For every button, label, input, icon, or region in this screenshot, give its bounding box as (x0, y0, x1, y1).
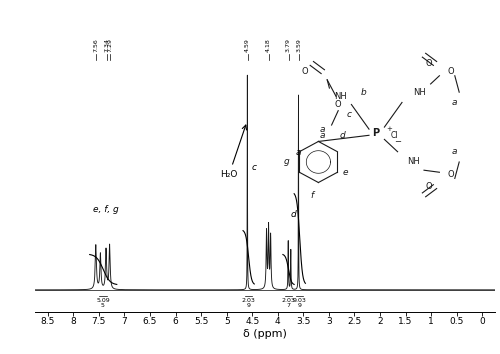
Text: a: a (452, 147, 458, 156)
Text: 7.29: 7.29 (107, 38, 112, 52)
Text: O: O (335, 100, 342, 109)
Text: 3.59: 3.59 (296, 38, 301, 52)
Text: P: P (372, 128, 379, 138)
Text: 3.79: 3.79 (286, 38, 291, 52)
Text: NH: NH (406, 158, 420, 166)
Text: O: O (447, 170, 454, 179)
Text: 9: 9 (246, 303, 250, 308)
Text: e: e (342, 168, 348, 177)
Text: 2.03: 2.03 (282, 298, 296, 303)
Text: b: b (360, 88, 366, 97)
Text: e, f, g: e, f, g (92, 205, 118, 214)
Text: 7.34: 7.34 (104, 38, 110, 52)
Text: c: c (252, 163, 257, 172)
Text: 5.09: 5.09 (96, 298, 110, 303)
Text: a: a (320, 125, 326, 134)
Text: c: c (346, 110, 352, 119)
Text: O: O (425, 59, 432, 68)
Text: NH: NH (413, 88, 426, 97)
Text: Cl: Cl (391, 131, 398, 140)
X-axis label: δ (ppm): δ (ppm) (243, 329, 287, 339)
Text: O: O (425, 182, 432, 191)
Text: 7.56: 7.56 (94, 38, 98, 52)
Text: a: a (320, 131, 326, 140)
Text: +: + (386, 126, 392, 132)
Text: H₂O: H₂O (220, 125, 246, 178)
Text: a: a (296, 148, 301, 156)
Text: 9: 9 (298, 303, 302, 308)
Text: 9.03: 9.03 (293, 298, 306, 303)
Text: d: d (290, 210, 296, 218)
Text: g: g (284, 158, 290, 166)
Text: f: f (310, 191, 314, 200)
Text: d: d (340, 131, 345, 140)
Text: a: a (452, 98, 458, 107)
Text: 5: 5 (101, 303, 105, 308)
Text: 2.03: 2.03 (242, 298, 256, 303)
Text: 4.59: 4.59 (245, 38, 250, 52)
Text: O: O (302, 67, 308, 76)
Text: 7: 7 (286, 303, 290, 308)
Text: NH: NH (334, 92, 347, 101)
Text: −: − (394, 137, 401, 146)
Text: 4.18: 4.18 (266, 38, 271, 52)
Text: O: O (447, 67, 454, 76)
